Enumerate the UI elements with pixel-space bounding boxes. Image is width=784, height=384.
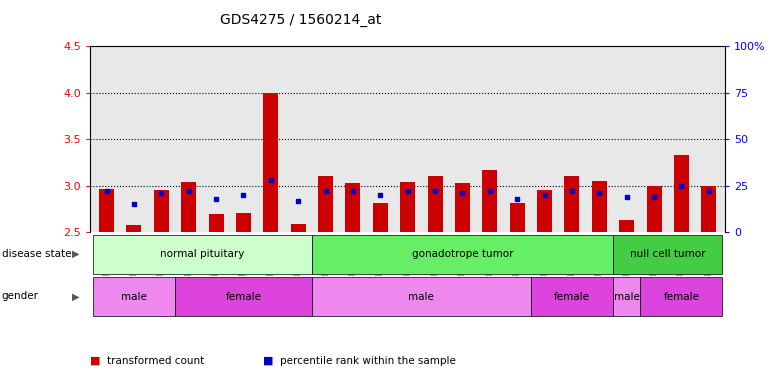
Bar <box>93 277 175 316</box>
Text: female: female <box>554 291 590 302</box>
Bar <box>400 182 416 232</box>
Text: gender: gender <box>2 291 38 301</box>
Text: ▶: ▶ <box>72 249 80 259</box>
Text: gonadotrope tumor: gonadotrope tumor <box>412 249 514 260</box>
Bar <box>482 170 497 232</box>
Bar <box>510 202 524 232</box>
Text: female: female <box>226 291 261 302</box>
Bar <box>427 177 443 232</box>
Text: transformed count: transformed count <box>107 356 205 366</box>
Bar <box>346 183 361 232</box>
Bar <box>564 177 579 232</box>
Bar <box>455 183 470 232</box>
Text: male: male <box>614 291 640 302</box>
Bar <box>312 235 613 274</box>
Text: GDS4275 / 1560214_at: GDS4275 / 1560214_at <box>220 13 381 27</box>
Bar <box>318 177 333 232</box>
Bar <box>175 277 312 316</box>
Bar <box>641 277 723 316</box>
Bar <box>236 213 251 232</box>
Text: ■: ■ <box>90 356 100 366</box>
Bar <box>126 225 141 232</box>
Bar <box>99 189 114 232</box>
Bar <box>592 181 607 232</box>
Bar <box>312 277 531 316</box>
Text: ▶: ▶ <box>72 291 80 301</box>
Text: disease state: disease state <box>2 249 71 259</box>
Text: null cell tumor: null cell tumor <box>630 249 706 260</box>
Text: male: male <box>408 291 434 302</box>
Bar <box>701 186 717 232</box>
Bar <box>154 190 169 232</box>
Bar <box>263 93 278 232</box>
Bar <box>619 220 634 232</box>
Bar <box>647 186 662 232</box>
Text: normal pituitary: normal pituitary <box>160 249 245 260</box>
Bar <box>93 235 312 274</box>
Bar <box>613 235 723 274</box>
Bar <box>613 277 641 316</box>
Text: male: male <box>121 291 147 302</box>
Bar <box>531 277 613 316</box>
Bar <box>674 155 689 232</box>
Bar <box>209 214 223 232</box>
Text: ■: ■ <box>263 356 273 366</box>
Text: female: female <box>663 291 699 302</box>
Text: percentile rank within the sample: percentile rank within the sample <box>280 356 456 366</box>
Bar <box>372 202 388 232</box>
Bar <box>537 190 552 232</box>
Bar <box>181 182 196 232</box>
Bar <box>291 224 306 232</box>
